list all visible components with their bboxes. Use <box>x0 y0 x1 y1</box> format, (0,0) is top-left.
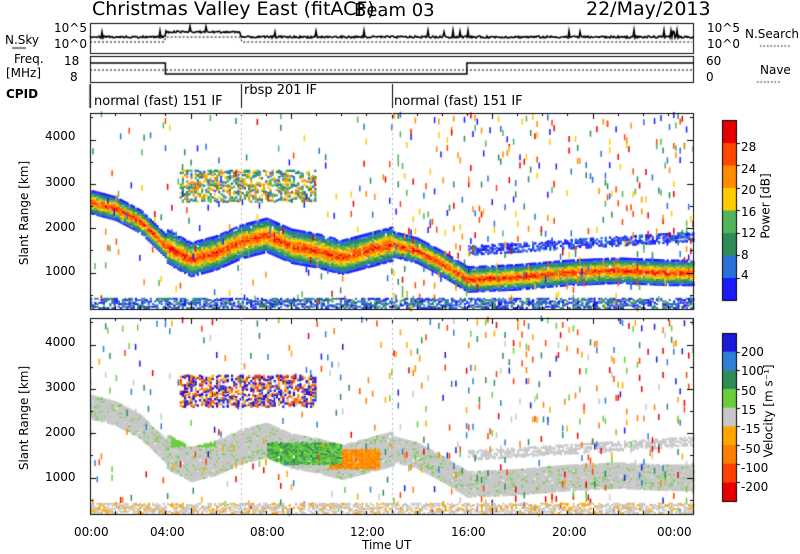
nsearch-label: N.Search <box>745 27 800 41</box>
xtick-4: 16:00 <box>451 525 486 539</box>
velocity-ytick-3000: 3000 <box>45 380 76 394</box>
power-ytick-1000: 1000 <box>45 264 76 278</box>
velocity-cbar-tick-m100: -100 <box>741 461 769 475</box>
velocity-ylabel: Slant Range [km] <box>17 365 32 471</box>
velocity-cbar-tick-m50: -50 <box>741 442 761 456</box>
xtick-6: 00:00 <box>657 525 692 539</box>
velocity-ytick-2000: 2000 <box>45 425 76 439</box>
date-title: 22/May/2013 <box>586 0 711 20</box>
power-cbar-tick-28: 28 <box>741 140 757 154</box>
xtick-0: 00:00 <box>74 525 109 539</box>
power-ytick-3000: 3000 <box>45 175 76 189</box>
velocity-ytick-1000: 1000 <box>45 470 76 484</box>
cpid-segment-3: normal (fast) 151 IF <box>394 94 523 109</box>
power-cbar-tick-20: 20 <box>741 183 757 197</box>
freq-label: Freq. <box>14 52 44 66</box>
power-ytick-4000: 4000 <box>45 129 76 143</box>
nave-tick-bottom: 0 <box>706 70 714 84</box>
power-cbar-tick-24: 24 <box>741 162 757 176</box>
velocity-cbar-tick-200: 200 <box>741 345 764 359</box>
power-cbar-tick-8: 8 <box>741 248 749 262</box>
cpid-segment-2: rbsp 201 IF <box>244 83 318 98</box>
cpid-label: CPID <box>6 87 39 101</box>
beam-title: Beam 03 <box>354 0 435 21</box>
power-ylabel: Slant Range [km] <box>17 160 32 266</box>
station-title: Christmas Valley East (fitACF) <box>92 0 375 20</box>
xlabel: Time UT <box>362 538 412 552</box>
velocity-cbar-label: Velocity [m s⁻¹] <box>761 364 776 458</box>
freq-unit-label: [MHz] <box>6 66 42 80</box>
xtick-2: 08:00 <box>250 525 285 539</box>
nsky-tick-top: 10^5 <box>54 21 87 35</box>
power-cbar-label: Power [dB] <box>758 173 773 239</box>
velocity-cbar-tick-m200: -200 <box>741 480 769 494</box>
xtick-1: 04:00 <box>150 525 185 539</box>
nave-tick-top: 60 <box>706 54 722 68</box>
nsearch-tick-top: 10^5 <box>707 21 740 35</box>
power-ytick-2000: 2000 <box>45 220 76 234</box>
nsearch-tick-bottom: 10^0 <box>707 37 740 51</box>
xtick-3: 12:00 <box>350 525 385 539</box>
xtick-5: 20:00 <box>552 525 587 539</box>
cpid-segment-1: normal (fast) 151 IF <box>94 94 223 109</box>
velocity-cbar-tick-15: 15 <box>741 403 757 417</box>
power-cbar-tick-16: 16 <box>741 205 757 219</box>
velocity-cbar-tick-m15: -15 <box>741 422 761 436</box>
freq-tick-top: 18 <box>64 54 80 68</box>
nsky-label: N.Sky <box>5 33 40 47</box>
freq-tick-bottom: 8 <box>70 70 78 84</box>
nsky-tick-bottom: 10^0 <box>54 37 87 51</box>
velocity-cbar-tick-100: 100 <box>741 364 764 378</box>
velocity-cbar-tick-50: 50 <box>741 384 757 398</box>
nave-label: Nave <box>760 63 791 77</box>
power-cbar-tick-4: 4 <box>741 268 749 282</box>
velocity-ytick-4000: 4000 <box>45 335 76 349</box>
power-cbar-tick-12: 12 <box>741 226 757 240</box>
